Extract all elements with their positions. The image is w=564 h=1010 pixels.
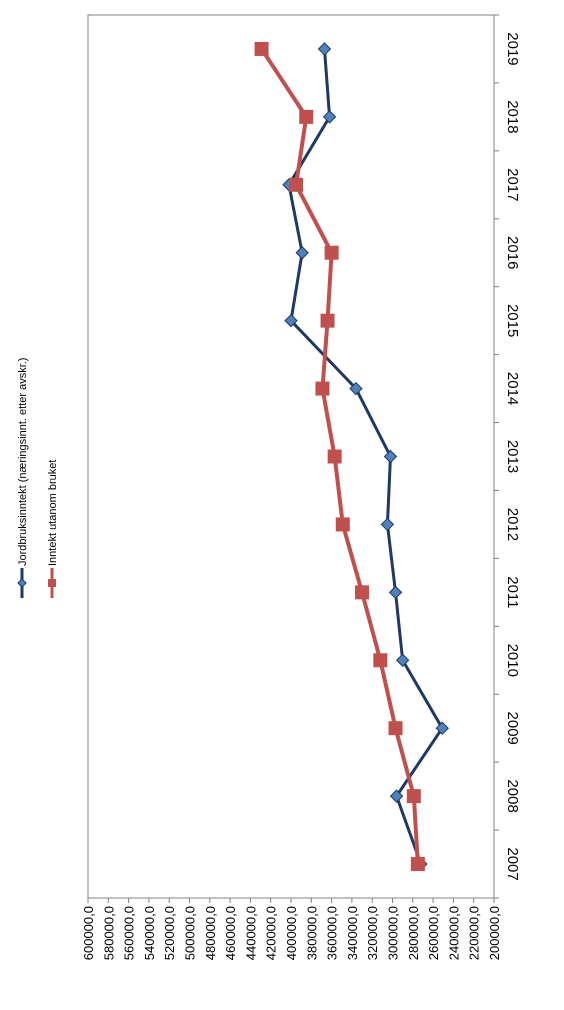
category-tick-label: 2019 — [504, 32, 521, 65]
data-point — [435, 721, 449, 735]
value-tick-label: 260000,0 — [426, 906, 441, 960]
value-tick-label: 240000,0 — [446, 906, 461, 960]
data-point — [284, 313, 298, 328]
category-tick-label: 2012 — [504, 508, 521, 541]
data-point — [295, 246, 309, 260]
data-point — [317, 42, 332, 56]
value-tick-label: 460000,0 — [223, 906, 238, 960]
data-point — [373, 653, 388, 668]
data-point — [383, 449, 398, 464]
legend-label-1: Jordbruksinntekt (næringsinnt. etter avs… — [17, 358, 29, 566]
data-point — [355, 585, 370, 600]
value-tick-label: 600000,0 — [81, 906, 96, 960]
data-point — [315, 381, 330, 396]
value-tick-label: 400000,0 — [284, 906, 299, 960]
value-axis-ticks: 600000,0 580000,0 560000,0 540000,0 520000,0… — [81, 898, 502, 960]
data-point — [320, 313, 335, 328]
legend-label-2: Inntekt utanom bruket — [47, 460, 59, 566]
value-tick-label: 360000,0 — [325, 906, 340, 960]
data-point — [389, 789, 404, 803]
category-tick-label: 2009 — [504, 712, 521, 745]
value-tick-label: 340000,0 — [345, 906, 360, 960]
data-point — [388, 721, 403, 736]
value-tick-label: 500000,0 — [183, 906, 198, 960]
category-tick-label: 2011 — [504, 576, 521, 608]
value-tick-label: 580000,0 — [101, 906, 116, 960]
value-tick-label: 220000,0 — [467, 906, 482, 960]
value-tick-label: 520000,0 — [162, 906, 177, 960]
data-point — [299, 109, 314, 124]
value-tick-label: 560000,0 — [122, 906, 137, 960]
value-tick-label: 300000,0 — [386, 906, 401, 960]
data-point — [349, 381, 363, 396]
plot-area — [87, 14, 495, 899]
category-tick-label: 2016 — [504, 236, 521, 269]
category-tick-label: 2017 — [504, 168, 521, 201]
value-tick-label: 280000,0 — [406, 906, 421, 960]
legend-item-1: Jordbruksinntekt (næringsinnt. etter avs… — [17, 358, 29, 598]
legend: Jordbruksinntekt (næringsinnt. etter avs… — [17, 358, 59, 598]
category-tick-label: 2014 — [504, 372, 521, 405]
data-point — [406, 789, 421, 804]
category-axis-ticks: 2007 2008 2009 2010 2011 2012 2013 2014 2015 2016… — [494, 14, 521, 899]
value-tick-label: 440000,0 — [243, 906, 258, 960]
value-tick-label: 540000,0 — [142, 906, 157, 960]
data-point — [289, 177, 304, 192]
value-tick-label: 480000,0 — [203, 906, 218, 960]
category-tick-label: 2007 — [504, 847, 521, 880]
category-tick-label: 2008 — [504, 779, 521, 812]
category-tick-label: 2018 — [504, 100, 521, 133]
data-point — [410, 857, 425, 872]
category-tick-label: 2013 — [504, 440, 521, 473]
data-point — [322, 110, 337, 124]
data-point — [335, 517, 350, 532]
series-layer — [254, 41, 449, 872]
value-tick-label: 200000,0 — [487, 906, 502, 960]
data-point — [395, 653, 410, 667]
data-point — [254, 41, 269, 56]
value-tick-label: 380000,0 — [304, 906, 319, 960]
value-tick-label: 420000,0 — [264, 906, 279, 960]
category-tick-label: 2015 — [504, 304, 521, 337]
value-tick-label: 320000,0 — [365, 906, 380, 960]
data-point — [380, 517, 395, 532]
data-point — [388, 585, 403, 600]
data-point — [327, 449, 342, 464]
legend-item-2: Inntekt utanom bruket — [47, 460, 59, 598]
data-point — [324, 245, 339, 260]
category-tick-label: 2010 — [504, 644, 521, 677]
